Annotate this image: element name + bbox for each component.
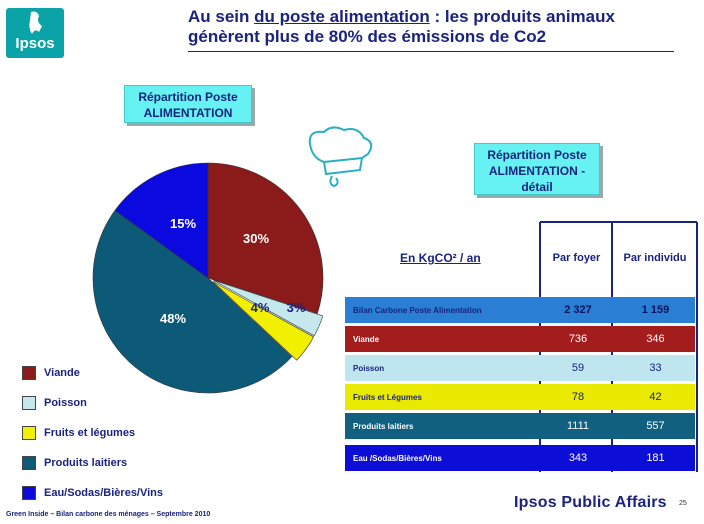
pie-heading-line1: Répartition Poste	[138, 90, 238, 104]
table-row: Eau /Sodas/Bières/Vins 343 181	[345, 445, 695, 471]
brand-name: Ipsos Public Affairs	[514, 494, 667, 511]
logo-figure-icon	[29, 11, 42, 34]
legend-item-eau: Eau/Sodas/Bières/Vins	[22, 478, 163, 508]
row-value-individu: 346	[646, 333, 665, 345]
row-value-foyer: 59	[571, 362, 585, 374]
col-header-individu: Par individu	[623, 252, 687, 264]
table-row: Produits laitiers 1111 557	[345, 413, 695, 439]
chef-hat-icon	[308, 126, 373, 188]
row-value-individu: 33	[649, 362, 662, 374]
row-value-individu: 42	[649, 391, 662, 403]
col-header-foyer: Par foyer	[552, 252, 601, 264]
row-value-foyer: 736	[568, 333, 588, 345]
row-value-foyer: 343	[568, 452, 588, 464]
legend-item-laitiers: Produits laitiers	[22, 448, 163, 478]
legend-label: Poisson	[44, 397, 87, 409]
legend-swatch	[22, 396, 36, 410]
table-row: Viande 736 346	[345, 326, 695, 352]
legend-swatch	[22, 456, 36, 470]
ipsos-logo: Ipsos	[6, 8, 64, 58]
legend-item-viande: Viande	[22, 358, 163, 388]
row-value-foyer: 78	[571, 391, 585, 403]
table-heading-line2: ALIMENTATION -	[488, 164, 586, 178]
row-value-individu: 1 159	[641, 304, 670, 316]
legend-label: Produits laitiers	[44, 457, 128, 469]
table-heading-line1: Répartition Poste	[487, 148, 587, 162]
row-value-individu: 557	[646, 420, 665, 432]
pie-heading-line2: ALIMENTATION	[143, 106, 233, 120]
pie-heading-box: Répartition Poste ALIMENTATION	[124, 85, 252, 123]
table-heading-line3: détail	[521, 180, 553, 194]
title-prefix: Au sein	[188, 7, 255, 26]
row-value-foyer: 2 327	[564, 304, 592, 316]
page-title: Au sein du poste alimentation : les prod…	[188, 7, 688, 47]
table-unit-label: En KgCO² / an	[400, 251, 481, 265]
row-label: Eau /Sodas/Bières/Vins	[353, 453, 442, 463]
title-divider	[188, 51, 674, 52]
row-label: Fruits et Légumes	[353, 392, 422, 402]
page-number: 25	[679, 500, 687, 507]
row-label: Viande	[353, 334, 380, 344]
table-heading-box: Répartition Poste ALIMENTATION - détail	[474, 143, 600, 195]
table-row: Poisson 59 33	[345, 355, 695, 381]
legend-label: Fruits et légumes	[44, 427, 136, 439]
pie-legend: Viande Poisson Fruits et légumes Produit…	[22, 358, 163, 508]
title-underlined: du poste alimentation	[254, 7, 430, 26]
row-label: Bilan Carbone Poste Alimentation	[353, 305, 482, 315]
table-row: Bilan Carbone Poste Alimentation 2 327 1 1…	[345, 297, 695, 323]
table-row: Fruits et Légumes 78 42	[345, 384, 695, 410]
legend-swatch	[22, 486, 36, 500]
legend-item-poisson: Poisson	[22, 388, 163, 418]
row-value-foyer: 1111	[566, 420, 590, 432]
logo-text: Ipsos	[15, 35, 55, 52]
legend-swatch	[22, 426, 36, 440]
title-rest: : les produits animaux génèrent plus de …	[188, 7, 615, 46]
row-label: Produits laitiers	[353, 421, 414, 431]
legend-label: Eau/Sodas/Bières/Vins	[44, 487, 164, 499]
legend-swatch	[22, 366, 36, 380]
row-label: Poisson	[353, 363, 385, 373]
legend-item-fruits: Fruits et légumes	[22, 418, 163, 448]
row-value-individu: 181	[646, 452, 665, 464]
footer-text: Green Inside – Bilan carbone des ménages…	[6, 511, 211, 518]
legend-label: Viande	[44, 367, 80, 379]
